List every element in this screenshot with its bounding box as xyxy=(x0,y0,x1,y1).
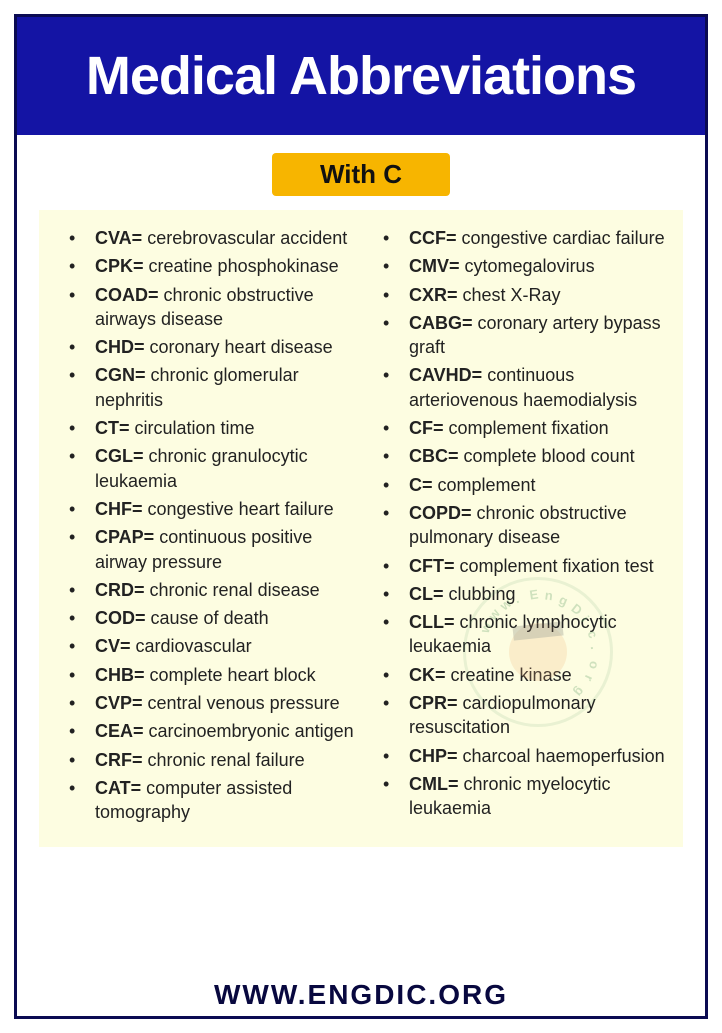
abbr-definition: creatine phosphokinase xyxy=(144,256,339,276)
list-item: CBC= complete blood count xyxy=(367,442,669,470)
list-item: CT= circulation time xyxy=(53,414,355,442)
abbr-term: CL= xyxy=(409,584,444,604)
abbr-definition: chronic renal disease xyxy=(145,580,320,600)
abbr-term: CHB= xyxy=(95,665,145,685)
abbr-term: CPAP= xyxy=(95,527,154,547)
list-item: CAT= computer assisted tomography xyxy=(53,774,355,827)
abbr-definition: clubbing xyxy=(444,584,516,604)
subtitle-pill: With C xyxy=(272,153,450,196)
abbr-term: CFT= xyxy=(409,556,455,576)
abbr-term: CXR= xyxy=(409,285,458,305)
abbr-term: CPR= xyxy=(409,693,458,713)
list-item: CPK= creatine phosphokinase xyxy=(53,252,355,280)
header-bar: Medical Abbreviations xyxy=(17,17,705,135)
abbr-term: CPK= xyxy=(95,256,144,276)
abbr-term: CV= xyxy=(95,636,131,656)
list-item: CGL= chronic granulocytic leukaemia xyxy=(53,442,355,495)
list-item: CHD= coronary heart disease xyxy=(53,333,355,361)
list-item: CV= cardiovascular xyxy=(53,632,355,660)
list-item: CML= chronic myelocytic leukaemia xyxy=(367,770,669,823)
abbr-term: CBC= xyxy=(409,446,459,466)
abbr-term: CAT= xyxy=(95,778,141,798)
abbr-term: CHF= xyxy=(95,499,143,519)
abbr-definition: creatine kinase xyxy=(446,665,572,685)
abbr-definition: central venous pressure xyxy=(143,693,340,713)
page-title: Medical Abbreviations xyxy=(27,45,695,107)
abbr-term: COD= xyxy=(95,608,146,628)
list-item: CVP= central venous pressure xyxy=(53,689,355,717)
abbreviation-panel: CVA= cerebrovascular accidentCPK= creati… xyxy=(39,210,683,847)
list-item: CPAP= continuous positive airway pressur… xyxy=(53,523,355,576)
abbr-term: CVA= xyxy=(95,228,142,248)
abbr-definition: chronic renal failure xyxy=(143,750,305,770)
abbr-term: CVP= xyxy=(95,693,143,713)
abbr-term: CABG= xyxy=(409,313,473,333)
abbr-term: CMV= xyxy=(409,256,460,276)
list-item: CHB= complete heart block xyxy=(53,661,355,689)
list-item: COPD= chronic obstructive pulmonary dise… xyxy=(367,499,669,552)
abbr-term: CRD= xyxy=(95,580,145,600)
list-item: CMV= cytomegalovirus xyxy=(367,252,669,280)
list-item: CRF= chronic renal failure xyxy=(53,746,355,774)
abbr-term: CCF= xyxy=(409,228,457,248)
list-item: CF= complement fixation xyxy=(367,414,669,442)
right-list: CCF= congestive cardiac failureCMV= cyto… xyxy=(367,224,669,823)
list-item: CEA= carcinoembryonic antigen xyxy=(53,717,355,745)
abbr-definition: congestive heart failure xyxy=(143,499,334,519)
abbr-term: CRF= xyxy=(95,750,143,770)
list-item: CHF= congestive heart failure xyxy=(53,495,355,523)
abbr-term: COPD= xyxy=(409,503,472,523)
left-column: CVA= cerebrovascular accidentCPK= creati… xyxy=(47,224,361,827)
list-item: CAVHD= continuous arteriovenous haemodia… xyxy=(367,361,669,414)
abbr-definition: complement xyxy=(433,475,536,495)
abbr-definition: carcinoembryonic antigen xyxy=(144,721,354,741)
abbr-definition: cause of death xyxy=(146,608,269,628)
abbr-definition: complete heart block xyxy=(145,665,316,685)
list-item: CFT= complement fixation test xyxy=(367,552,669,580)
list-item: COAD= chronic obstructive airways diseas… xyxy=(53,281,355,334)
subtitle-band: With C xyxy=(17,135,705,210)
abbr-term: CT= xyxy=(95,418,130,438)
abbr-term: CF= xyxy=(409,418,444,438)
right-column: CCF= congestive cardiac failureCMV= cyto… xyxy=(361,224,675,827)
abbr-definition: cytomegalovirus xyxy=(460,256,595,276)
abbr-definition: charcoal haemoperfusion xyxy=(458,746,665,766)
abbr-term: CGN= xyxy=(95,365,146,385)
abbr-definition: complete blood count xyxy=(459,446,635,466)
abbr-term: CHP= xyxy=(409,746,458,766)
abbr-term: CAVHD= xyxy=(409,365,482,385)
abbr-term: C= xyxy=(409,475,433,495)
list-item: CABG= coronary artery bypass graft xyxy=(367,309,669,362)
abbr-definition: cerebrovascular accident xyxy=(142,228,347,248)
list-item: CHP= charcoal haemoperfusion xyxy=(367,742,669,770)
abbr-term: CGL= xyxy=(95,446,144,466)
list-item: CPR= cardiopulmonary resuscitation xyxy=(367,689,669,742)
left-list: CVA= cerebrovascular accidentCPK= creati… xyxy=(53,224,355,827)
abbr-term: CHD= xyxy=(95,337,145,357)
list-item: CVA= cerebrovascular accident xyxy=(53,224,355,252)
abbr-definition: circulation time xyxy=(130,418,255,438)
abbr-definition: chest X-Ray xyxy=(458,285,561,305)
list-item: C= complement xyxy=(367,471,669,499)
list-item: CGN= chronic glomerular nephritis xyxy=(53,361,355,414)
abbr-term: CK= xyxy=(409,665,446,685)
list-item: CRD= chronic renal disease xyxy=(53,576,355,604)
abbr-definition: congestive cardiac failure xyxy=(457,228,665,248)
abbr-definition: complement fixation test xyxy=(455,556,654,576)
list-item: CLL= chronic lymphocytic leukaemia xyxy=(367,608,669,661)
abbr-definition: coronary heart disease xyxy=(145,337,333,357)
abbr-definition: cardiovascular xyxy=(131,636,252,656)
abbr-term: COAD= xyxy=(95,285,159,305)
list-item: CK= creatine kinase xyxy=(367,661,669,689)
list-item: CCF= congestive cardiac failure xyxy=(367,224,669,252)
abbr-term: CLL= xyxy=(409,612,455,632)
footer-url: WWW.ENGDIC.ORG xyxy=(0,979,722,1011)
list-item: CL= clubbing xyxy=(367,580,669,608)
abbr-term: CML= xyxy=(409,774,459,794)
list-item: CXR= chest X-Ray xyxy=(367,281,669,309)
abbr-definition: complement fixation xyxy=(444,418,609,438)
abbr-term: CEA= xyxy=(95,721,144,741)
page-border: Medical Abbreviations With C CVA= cerebr… xyxy=(14,14,708,1019)
list-item: COD= cause of death xyxy=(53,604,355,632)
